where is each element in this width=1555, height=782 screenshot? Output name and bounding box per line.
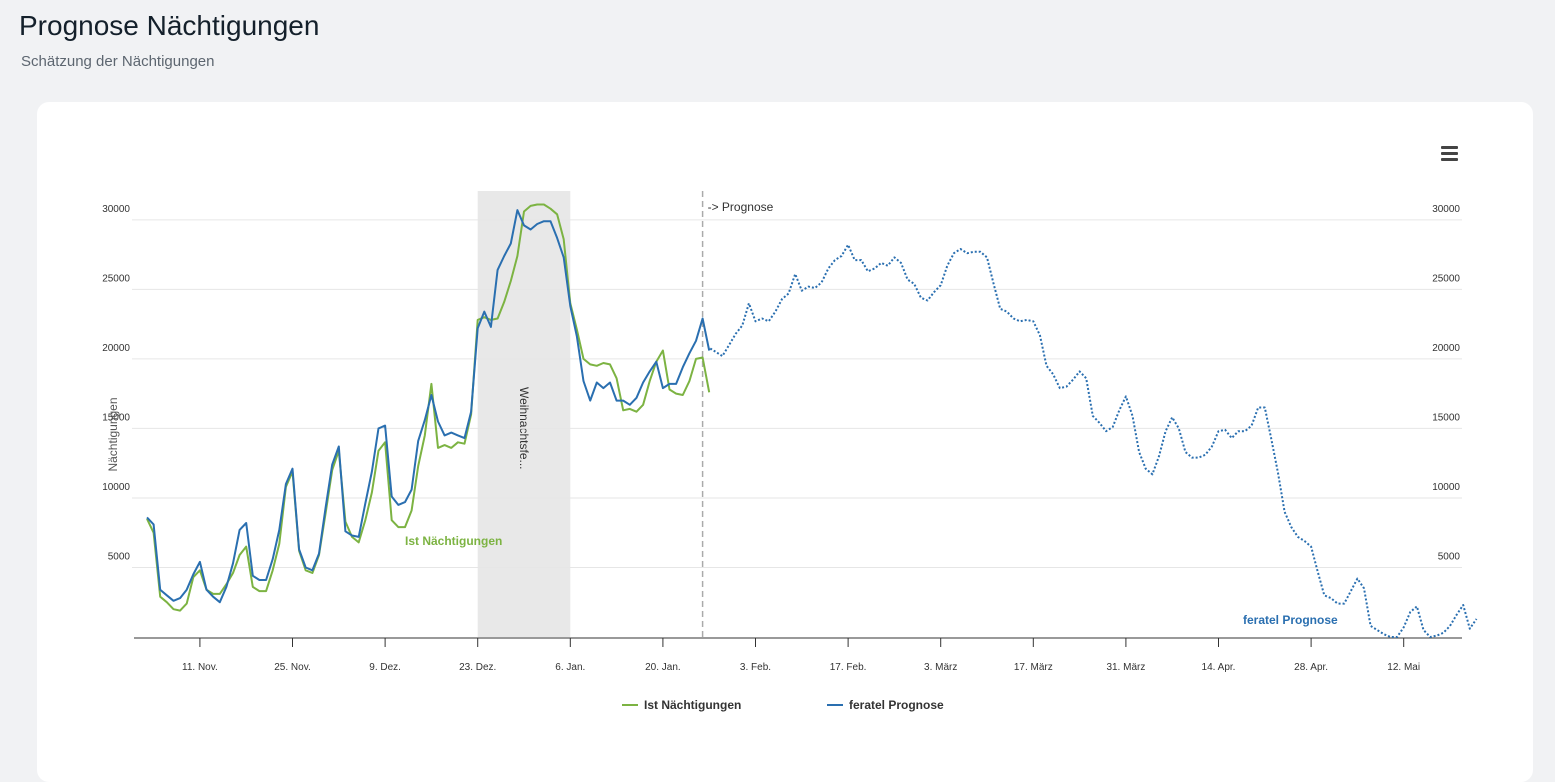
chart-menu-button[interactable] [1441, 146, 1459, 162]
chart-card: Weihnachtsfe... 5000 5000 10000 10000 15000 1… [37, 102, 1533, 782]
plot-band-weihnachten [477, 191, 571, 637]
x-tick-label: 25. Nov. [274, 662, 311, 673]
x-tick-label: 12. Mai [1387, 662, 1420, 673]
y-tick-label-left: 10000 [102, 482, 130, 493]
forecast-line-chart: Weihnachtsfe... 5000 5000 10000 10000 15000 1… [102, 191, 1478, 712]
annotation-prognose: feratel Prognose [1243, 613, 1338, 627]
y-tick-label-right: 20000 [1432, 343, 1460, 354]
legend-item-label: feratel Prognose [849, 698, 944, 712]
plot-band-layer: Weihnachtsfe... [477, 191, 571, 637]
x-tick-label: 17. Feb. [830, 662, 867, 673]
x-tick-label: 14. Apr. [1202, 662, 1236, 673]
x-tick-label: 17. März [1014, 662, 1053, 673]
x-tick-label: 9. Dez. [369, 662, 401, 673]
labels-layer: Ist Nächtigungen feratel Prognose [405, 534, 1338, 627]
prognose-separator-label: -> Prognose [708, 200, 774, 214]
series-line-prognose [146, 209, 711, 604]
page-subtitle: Schätzung der Nächtigungen [21, 53, 215, 70]
page-title: Prognose Nächtigungen [19, 10, 320, 41]
x-tick-label: 6. Jan. [555, 662, 585, 673]
y-tick-label-left: 20000 [102, 343, 130, 354]
series-line-prognose-forecast [708, 243, 1478, 638]
y-tick-label-right: 15000 [1432, 412, 1460, 423]
legend-item-label: Ist Nächtigungen [644, 698, 741, 712]
legend-layer: Ist Nächtigungen feratel Prognose [622, 698, 944, 712]
y-tick-label-right: 25000 [1432, 273, 1460, 284]
x-tick-label: 31. März [1106, 662, 1145, 673]
y-tick-label-left: 5000 [108, 551, 131, 562]
axes-layer: 5000 5000 10000 10000 15000 15000 20000 20000 25… [102, 191, 1462, 673]
x-tick-label: 3. Feb. [740, 662, 771, 673]
x-tick-label: 3. März [924, 662, 957, 673]
x-tick-label: 11. Nov. [182, 662, 218, 673]
x-tick-label: 23. Dez. [459, 662, 496, 673]
y-tick-label-right: 10000 [1432, 482, 1460, 493]
y-tick-label-right: 5000 [1438, 551, 1461, 562]
series-layer [146, 203, 1478, 638]
x-tick-label: 20. Jan. [645, 662, 681, 673]
x-tick-label: 28. Apr. [1294, 662, 1328, 673]
grid-layer [132, 219, 1462, 568]
y-tick-label-left: 15000 [102, 412, 130, 423]
annotation-ist: Ist Nächtigungen [405, 534, 502, 548]
y-tick-label-left: 30000 [102, 204, 130, 215]
hamburger-menu-icon [1441, 146, 1458, 149]
y-axis-title: Nächtigungen [106, 397, 120, 471]
y-tick-label-right: 30000 [1432, 204, 1460, 215]
y-tick-label-left: 25000 [102, 273, 130, 284]
